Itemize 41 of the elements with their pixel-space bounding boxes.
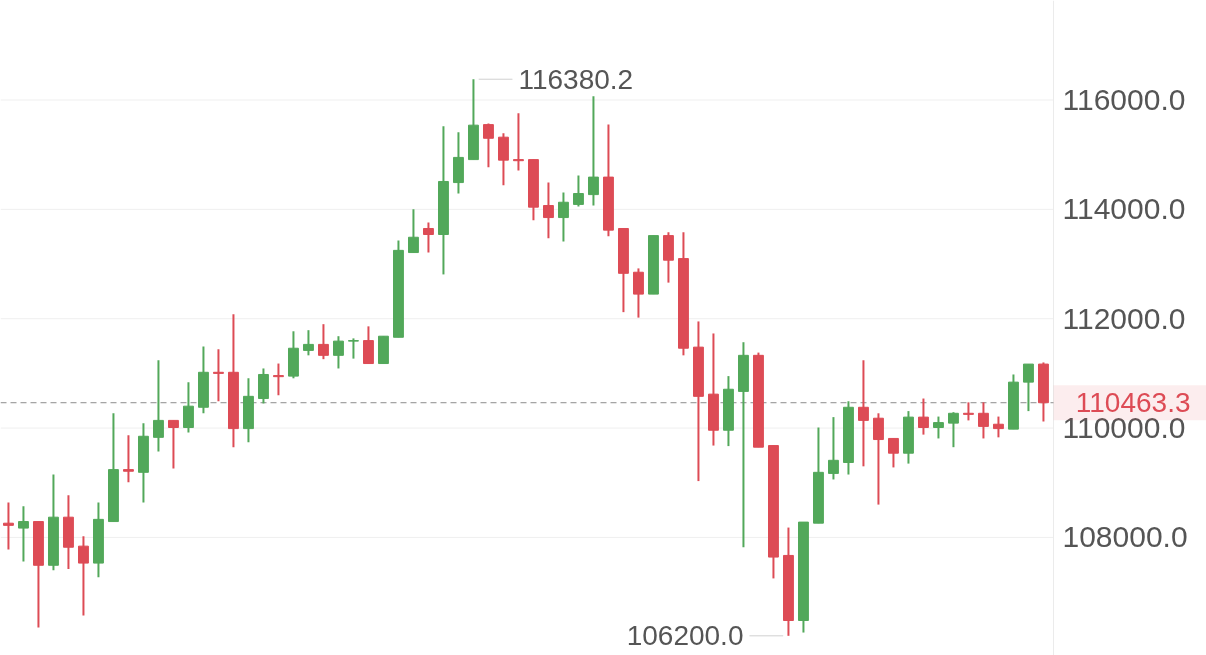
candlestick bbox=[918, 397, 929, 436]
candlestick bbox=[408, 208, 419, 254]
candlestick bbox=[573, 174, 584, 208]
candlestick bbox=[948, 411, 959, 449]
y-tick-label: 108000.0 bbox=[1062, 520, 1188, 554]
candlestick bbox=[558, 191, 569, 243]
candlestick bbox=[318, 323, 329, 361]
candlestick bbox=[858, 359, 869, 468]
candlestick bbox=[978, 401, 989, 440]
candlestick bbox=[483, 122, 494, 169]
candlestick bbox=[183, 381, 194, 434]
candlestick bbox=[3, 501, 14, 551]
candlestick bbox=[828, 416, 839, 481]
y-tick-label: 116000.0 bbox=[1062, 83, 1186, 117]
candlestick bbox=[78, 535, 89, 617]
candlestick bbox=[1023, 363, 1034, 413]
candlestick bbox=[423, 221, 434, 254]
candlestick bbox=[588, 95, 599, 207]
y-tick-label: 114000.0 bbox=[1062, 192, 1186, 226]
candlestick bbox=[18, 505, 29, 563]
candlestick bbox=[543, 181, 554, 240]
candlestick bbox=[993, 415, 1004, 439]
candlestick bbox=[168, 419, 179, 470]
candlestick bbox=[273, 362, 284, 397]
candlestick bbox=[873, 412, 884, 506]
candlestick bbox=[333, 335, 344, 370]
candlestick bbox=[888, 437, 899, 469]
y-tick-label: 112000.0 bbox=[1062, 301, 1186, 335]
candlestick bbox=[633, 267, 644, 319]
candlestick bbox=[123, 434, 134, 484]
candlestick bbox=[963, 401, 974, 422]
candlestick bbox=[513, 112, 524, 172]
annotation: 106200.0 bbox=[626, 620, 744, 652]
candlestick bbox=[348, 337, 359, 360]
candlestick bbox=[498, 132, 509, 187]
candlestick bbox=[303, 329, 314, 357]
candlestick bbox=[213, 348, 224, 403]
candlestick bbox=[933, 415, 944, 440]
candlestick bbox=[153, 359, 164, 453]
annotation: 116380.2 bbox=[518, 63, 634, 95]
candlestick bbox=[363, 325, 374, 365]
